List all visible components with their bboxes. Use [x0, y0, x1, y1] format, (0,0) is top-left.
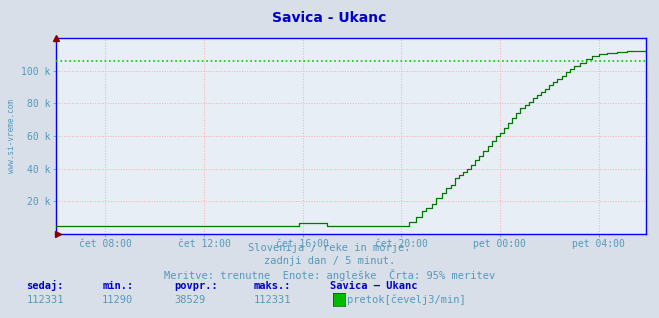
Text: sedaj:: sedaj: — [26, 280, 64, 291]
Text: Savica – Ukanc: Savica – Ukanc — [330, 281, 417, 291]
Text: 112331: 112331 — [26, 295, 64, 305]
Text: min.:: min.: — [102, 281, 133, 291]
Text: povpr.:: povpr.: — [175, 281, 218, 291]
Text: 38529: 38529 — [175, 295, 206, 305]
Text: Slovenija / reke in morje.: Slovenija / reke in morje. — [248, 243, 411, 253]
Text: pretok[čevelj3/min]: pretok[čevelj3/min] — [347, 294, 466, 305]
Text: www.si-vreme.com: www.si-vreme.com — [7, 99, 16, 173]
Text: 11290: 11290 — [102, 295, 133, 305]
Text: zadnji dan / 5 minut.: zadnji dan / 5 minut. — [264, 256, 395, 266]
Text: Meritve: trenutne  Enote: angleške  Črta: 95% meritev: Meritve: trenutne Enote: angleške Črta: … — [164, 269, 495, 281]
Text: Savica - Ukanc: Savica - Ukanc — [272, 11, 387, 25]
Text: maks.:: maks.: — [254, 281, 291, 291]
Text: 112331: 112331 — [254, 295, 291, 305]
